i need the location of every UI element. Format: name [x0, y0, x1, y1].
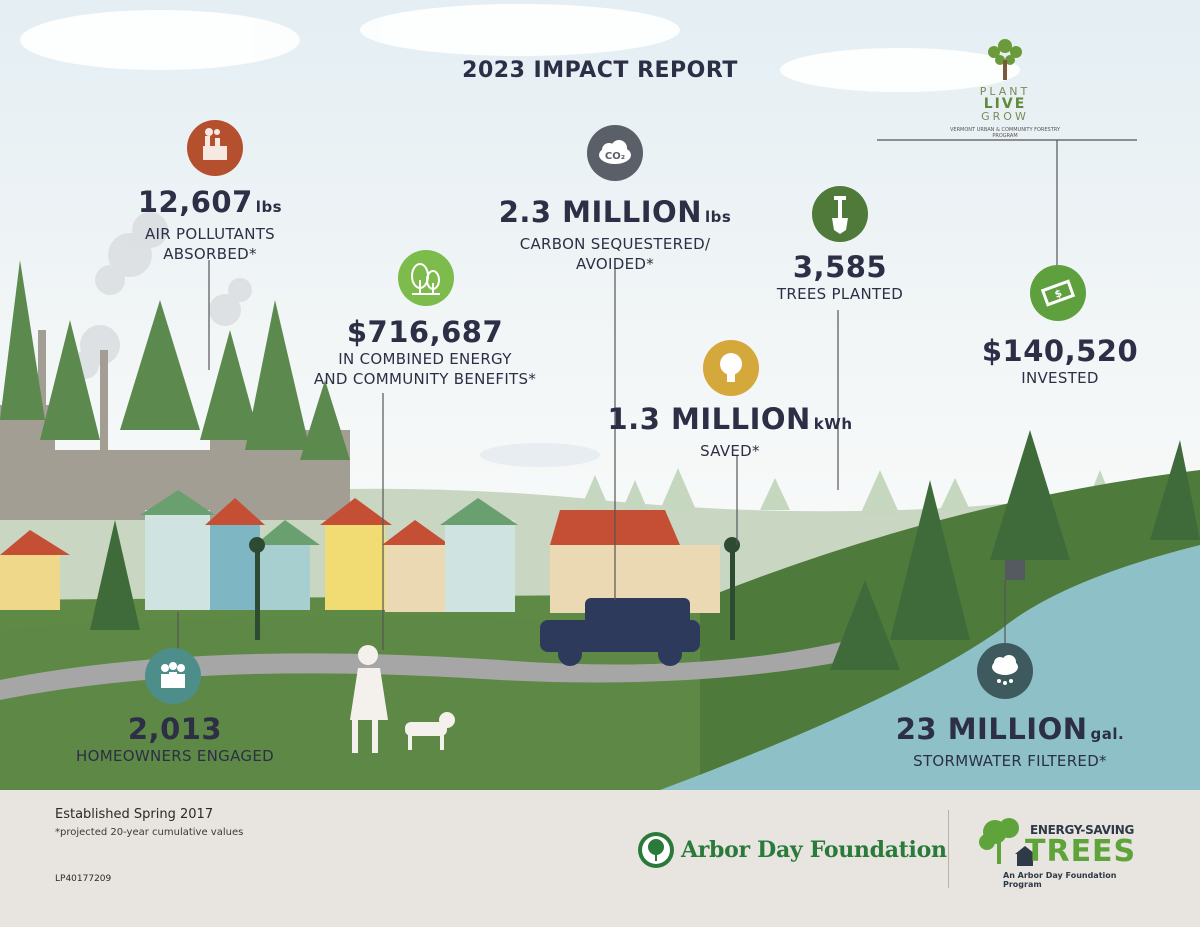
- trees-label: TREES PLANTED: [776, 285, 904, 303]
- energy-saving-trees-logo: ENERGY-SAVING TREES An Arbor Day Foundat…: [975, 816, 1155, 889]
- pines: [90, 430, 1200, 670]
- stat-combined-benefits: $716,687 IN COMBINED ENERGY AND COMMUNIT…: [290, 315, 560, 389]
- energy-value: 1.3 MILLION: [607, 402, 811, 436]
- est-big-text: TREES: [1025, 834, 1137, 869]
- air-unit: lbs: [255, 198, 283, 216]
- stat-air-pollutants: 12,607 lbs AIR POLLUTANTS ABSORBED*: [110, 185, 310, 264]
- plg-plant: PLANT: [979, 85, 1031, 98]
- invested-label: INVESTED: [1021, 369, 1099, 387]
- energy-label: SAVED*: [700, 442, 760, 460]
- factory: [0, 330, 350, 520]
- homeowners-value: 2,013: [127, 712, 223, 746]
- leader-lines: [177, 139, 1137, 650]
- est-sub-text: An Arbor Day Foundation Program: [1003, 871, 1117, 889]
- plg-grow: GROW: [981, 110, 1029, 123]
- car: [540, 598, 700, 666]
- stormwater-unit: gal.: [1090, 725, 1125, 743]
- footnote: *projected 20-year cumulative values: [55, 827, 244, 838]
- arbor-day-tree-icon: [638, 832, 674, 868]
- invested-value: $140,520: [981, 334, 1139, 368]
- svg-text:CO₂: CO₂: [605, 151, 625, 162]
- carbon-label: CARBON SEQUESTERED/ AVOIDED*: [519, 235, 711, 273]
- stat-energy-saved: 1.3 MILLION kWh SAVED*: [600, 402, 860, 461]
- plant-live-grow-logo: PLANT LIVE GROW VERMONT URBAN & COMMUNIT…: [950, 32, 1060, 139]
- drain-pipe: [1005, 560, 1025, 580]
- stormwater-label: STORMWATER FILTERED*: [913, 752, 1107, 770]
- air-value: 12,607: [137, 185, 253, 219]
- shovel-icon: [812, 186, 868, 242]
- trees-icon: [398, 250, 454, 306]
- forest-left: [0, 260, 350, 460]
- stormwater-value: 23 MILLION: [895, 712, 1088, 746]
- people-icon: [145, 648, 201, 704]
- svg-text:$: $: [1053, 288, 1063, 301]
- homeowners-label: HOMEOWNERS ENGAGED: [76, 747, 274, 765]
- clouds: [20, 4, 1020, 467]
- plg-live: LIVE: [983, 96, 1027, 112]
- footer-divider: [948, 810, 949, 888]
- report-title: 2023 IMPACT REPORT: [462, 58, 738, 83]
- air-label: AIR POLLUTANTS ABSORBED*: [144, 225, 276, 263]
- tree-logo-icon: [988, 39, 1022, 80]
- energy-unit: kWh: [813, 415, 853, 433]
- est-tree-icon: [979, 818, 1035, 866]
- co2-cloud-icon: CO₂: [587, 125, 643, 181]
- lightbulb-icon: [703, 340, 759, 396]
- footer: Established Spring 2017 *projected 20-ye…: [0, 790, 1200, 927]
- rain-cloud-icon: [977, 643, 1033, 699]
- benefits-value: $716,687: [346, 315, 504, 349]
- est-top-text: ENERGY-SAVING: [1030, 823, 1135, 837]
- stat-homeowners: 2,013 HOMEOWNERS ENGAGED: [60, 712, 290, 766]
- carbon-unit: lbs: [704, 208, 732, 226]
- plg-subtitle: VERMONT URBAN & COMMUNITY FORESTRY PROGR…: [950, 127, 1060, 139]
- established-text: Established Spring 2017: [55, 807, 214, 822]
- money-icon: $: [1030, 265, 1086, 321]
- stat-carbon: 2.3 MILLION lbs CARBON SEQUESTERED/ AVOID…: [480, 195, 750, 274]
- document-code: LP40177209: [55, 874, 112, 884]
- carbon-value: 2.3 MILLION: [498, 195, 702, 229]
- arbor-day-text: Arbor Day Foundation: [681, 837, 947, 863]
- benefits-label: IN COMBINED ENERGY AND COMMUNITY BENEFIT…: [313, 350, 537, 388]
- trees-value: 3,585: [792, 250, 888, 284]
- walker-and-dog: [350, 645, 455, 753]
- arbor-day-logo: Arbor Day Foundation: [637, 830, 947, 870]
- stat-trees-planted: 3,585 TREES PLANTED: [740, 250, 940, 304]
- stat-stormwater: 23 MILLION gal. STORMWATER FILTERED*: [890, 712, 1130, 771]
- factory-icon: [187, 120, 243, 176]
- lampposts: [249, 537, 740, 640]
- stat-invested: $140,520 INVESTED: [960, 334, 1160, 388]
